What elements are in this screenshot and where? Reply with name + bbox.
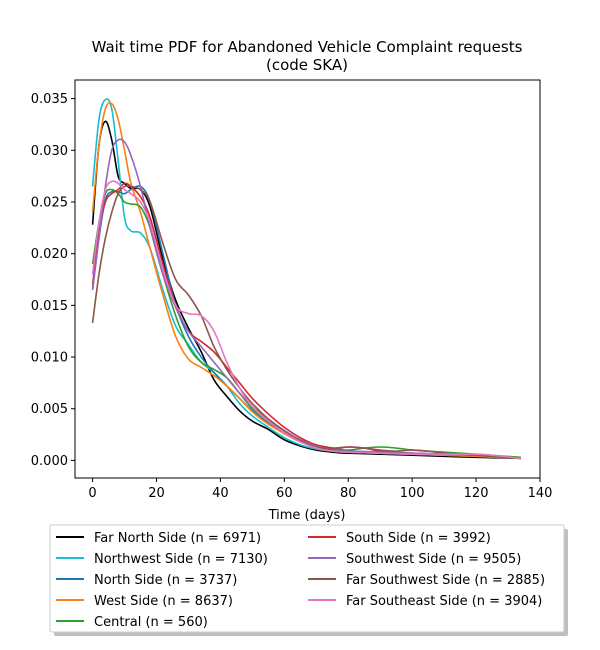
y-tick-label: 0.015 xyxy=(31,299,68,314)
y-tick-label: 0.005 xyxy=(31,402,68,417)
x-tick-label: 140 xyxy=(528,486,553,501)
x-tick-label: 100 xyxy=(400,486,425,501)
legend-label: Far Southeast Side (n = 3904) xyxy=(346,594,542,609)
legend-label: Far Southwest Side (n = 2885) xyxy=(346,573,545,588)
chart-title: Wait time PDF for Abandoned Vehicle Comp… xyxy=(92,38,523,56)
y-tick-label: 0.030 xyxy=(31,144,68,159)
x-axis: 0 20 40 60 80 100 120 140 xyxy=(88,478,552,501)
series-line-7 xyxy=(91,138,521,460)
series-line-9 xyxy=(91,180,521,460)
legend-label: South Side (n = 3992) xyxy=(346,531,491,546)
legend-label: Northwest Side (n = 7130) xyxy=(94,552,268,567)
y-tick-label: 0.010 xyxy=(31,351,68,366)
y-tick-label: 0.035 xyxy=(31,92,68,107)
y-tick-label: 0.020 xyxy=(31,247,68,262)
legend-label: Central (n = 560) xyxy=(94,615,208,630)
legend-label: Southwest Side (n = 9505) xyxy=(346,552,521,567)
plot-area xyxy=(75,80,540,478)
legend-label: West Side (n = 8637) xyxy=(94,594,233,609)
x-tick-label: 60 xyxy=(276,486,293,501)
legend-label: North Side (n = 3737) xyxy=(94,573,237,588)
x-tick-label: 120 xyxy=(464,486,489,501)
x-tick-label: 40 xyxy=(212,486,229,501)
legend: Far North Side (n = 6971) Northwest Side … xyxy=(49,524,568,636)
series-layer xyxy=(91,98,521,460)
y-tick-label: 0.025 xyxy=(31,195,68,210)
y-tick-label: 0.000 xyxy=(31,454,68,469)
legend-items: Far North Side (n = 6971) Northwest Side … xyxy=(56,531,545,630)
legend-label: Far North Side (n = 6971) xyxy=(94,531,261,546)
y-axis: 0.000 0.005 0.010 0.015 0.020 0.025 0.030 0.035 xyxy=(31,92,75,469)
x-tick-label: 0 xyxy=(88,486,96,501)
x-tick-label: 20 xyxy=(148,486,165,501)
chart-subtitle: (code SKA) xyxy=(266,56,348,74)
x-axis-label: Time (days) xyxy=(268,508,346,523)
legend-box xyxy=(49,524,565,633)
x-tick-label: 80 xyxy=(340,486,357,501)
plot-frame xyxy=(74,79,541,479)
